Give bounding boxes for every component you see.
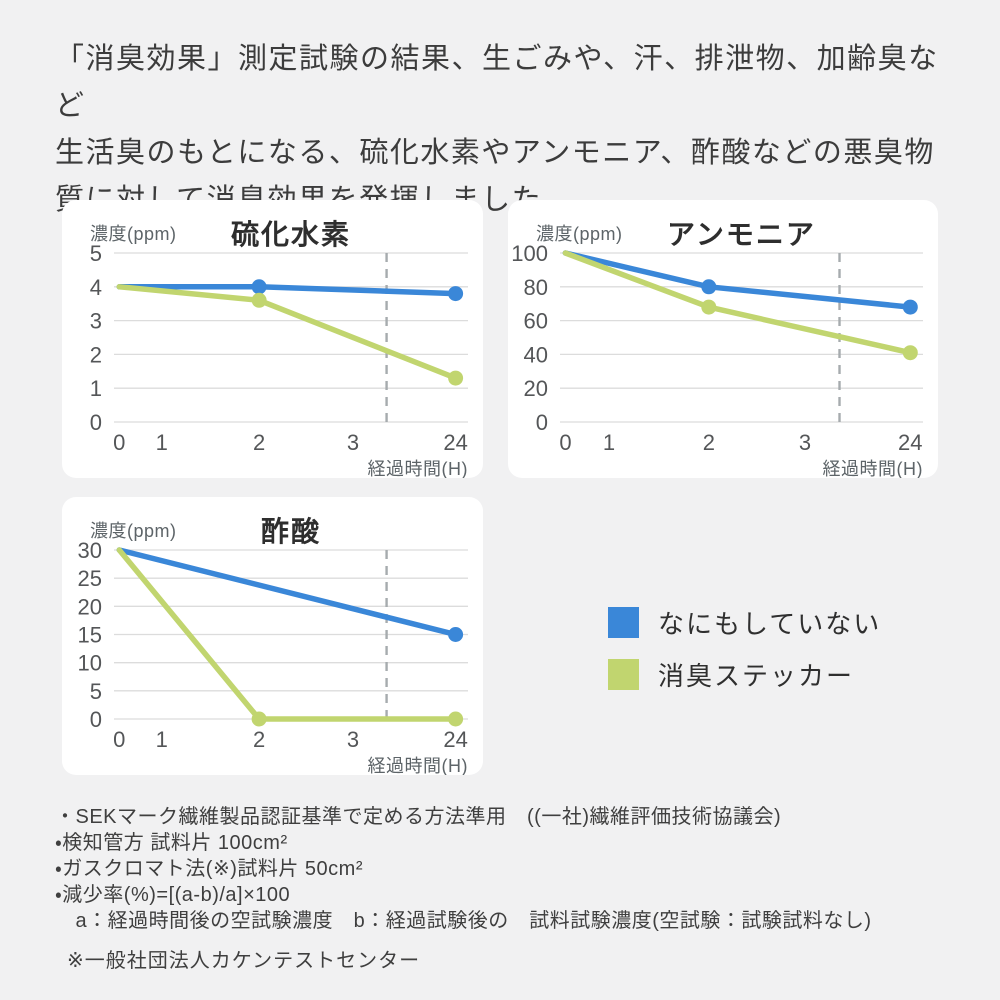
legend-label-untreated: なにもしていない <box>658 609 882 639</box>
y-tick-label: 5 <box>90 241 102 266</box>
data-point <box>902 299 918 315</box>
footnote-line-2: ・検知管方 試料片 100cm² <box>55 832 288 854</box>
data-point <box>448 711 464 727</box>
series-line-deodorant-sticker <box>116 284 459 381</box>
intro-text: 「消臭効果」測定試験の結果、生ごみや、汗、排泄物、加齢臭など 生活臭のもとになる… <box>55 36 965 224</box>
x-tick-label: 2 <box>703 430 715 455</box>
data-point <box>251 279 267 295</box>
y-tick-label: 2 <box>90 342 102 367</box>
legend-swatch-untreated-icon <box>608 607 639 638</box>
x-tick-label: 24 <box>898 430 922 455</box>
y-tick-label: 3 <box>90 309 102 334</box>
y-tick-label: 25 <box>78 566 102 591</box>
x-tick-label: 1 <box>603 430 615 455</box>
series-line-untreated <box>116 547 459 638</box>
x-tick-label: 1 <box>156 727 168 752</box>
legend-label-deodorant-sticker: 消臭ステッカー <box>658 661 855 691</box>
x-tick-label: 0 <box>559 430 571 455</box>
y-tick-label: 20 <box>524 376 548 401</box>
x-tick-label: 24 <box>443 727 467 752</box>
y-tick-label: 0 <box>536 410 548 435</box>
data-point <box>701 299 717 315</box>
chart-title: 酢酸 <box>261 516 321 547</box>
data-point <box>251 711 267 727</box>
data-point <box>902 345 918 361</box>
legend-item-untreated: なにもしていない <box>608 604 881 641</box>
y-tick-label: 80 <box>524 275 548 300</box>
x-axis-label: 経過時間(H) <box>823 459 924 478</box>
x-tick-label: 0 <box>113 727 125 752</box>
x-tick-label: 3 <box>347 727 359 752</box>
data-point <box>448 627 464 642</box>
x-axis-label: 経過時間(H) <box>368 459 469 478</box>
y-tick-label: 40 <box>524 342 548 367</box>
chart-title: アンモニア <box>667 219 816 250</box>
data-point <box>448 370 464 386</box>
y-tick-label: 15 <box>78 623 102 648</box>
y-axis-unit-label: 濃度(ppm) <box>90 521 177 541</box>
x-tick-label: 24 <box>443 430 467 455</box>
test-center-note: ※一般社団法人カケンテストセンター <box>67 950 421 972</box>
x-tick-label: 2 <box>253 430 265 455</box>
y-tick-label: 5 <box>90 679 102 704</box>
intro-text-line-1: 「消臭効果」測定試験の結果、生ごみや、汗、排泄物、加齢臭など <box>55 43 939 122</box>
y-tick-label: 4 <box>90 275 102 300</box>
y-tick-label: 0 <box>90 410 102 435</box>
y-tick-label: 10 <box>78 651 102 676</box>
y-tick-label: 20 <box>78 594 102 619</box>
x-tick-label: 1 <box>156 430 168 455</box>
x-tick-label: 3 <box>799 430 811 455</box>
data-point <box>448 286 464 302</box>
legend-swatch-deodorant-sticker-icon <box>608 659 639 690</box>
chart-panel-hydrogen-sulfide: 0 1 2 3 4 5 0 1 2 3 24 濃度(ppm) 硫化水素経過時間(H) <box>62 200 483 478</box>
data-point <box>701 279 717 295</box>
y-tick-label: 1 <box>90 376 102 401</box>
chart-title: 硫化水素 <box>231 219 351 250</box>
x-tick-label: 2 <box>253 727 265 752</box>
y-axis-unit-label: 濃度(ppm) <box>90 224 177 244</box>
footnote-line-1: ・SEKマーク繊維製品認証基準で定める方法準用 ((一社)繊維評価技術協議会) <box>55 806 782 828</box>
footnote-line-5: a：経過時間後の空試験濃度 b：経過試験後の 試料試験濃度(空試験：試験試料なし… <box>55 910 872 932</box>
footnote-line-4: ・減少率(%)=[(a-b)/a]×100 <box>55 884 291 906</box>
y-tick-label: 0 <box>90 707 102 732</box>
x-axis-label: 経過時間(H) <box>368 756 469 775</box>
chart-panel-ammonia: 0 20 40 60 80 100 0 1 2 3 24 濃度(ppm) アンモニア経過時間(H) <box>508 200 938 478</box>
footnotes-list: ・SEKマーク繊維製品認証基準で定める方法準用 ((一社)繊維評価技術協議会) … <box>55 804 965 934</box>
y-tick-label: 30 <box>78 538 102 563</box>
x-tick-label: 0 <box>113 430 125 455</box>
series-line-untreated <box>562 250 914 310</box>
data-point <box>251 292 267 308</box>
chart-panel-acetic-acid: 0 5 10 15 20 25 30 0 1 2 3 24 濃度(ppm) 酢酸 経過時間(H) <box>62 497 483 775</box>
x-tick-label: 3 <box>347 430 359 455</box>
footnote-line-3: ・ガスクロマト法(※)試料片 50cm² <box>55 858 364 880</box>
legend-item-deodorant-sticker: 消臭ステッカー <box>608 656 881 693</box>
intro-text-line-2: 生活臭のもとになる、硫化水素やアンモニア、酢酸などの悪臭物 <box>55 137 935 169</box>
legend: なにもしていない 消臭ステッカー <box>608 604 881 708</box>
y-tick-label: 100 <box>511 241 548 266</box>
y-axis-unit-label: 濃度(ppm) <box>536 224 623 244</box>
y-tick-label: 60 <box>524 309 548 334</box>
